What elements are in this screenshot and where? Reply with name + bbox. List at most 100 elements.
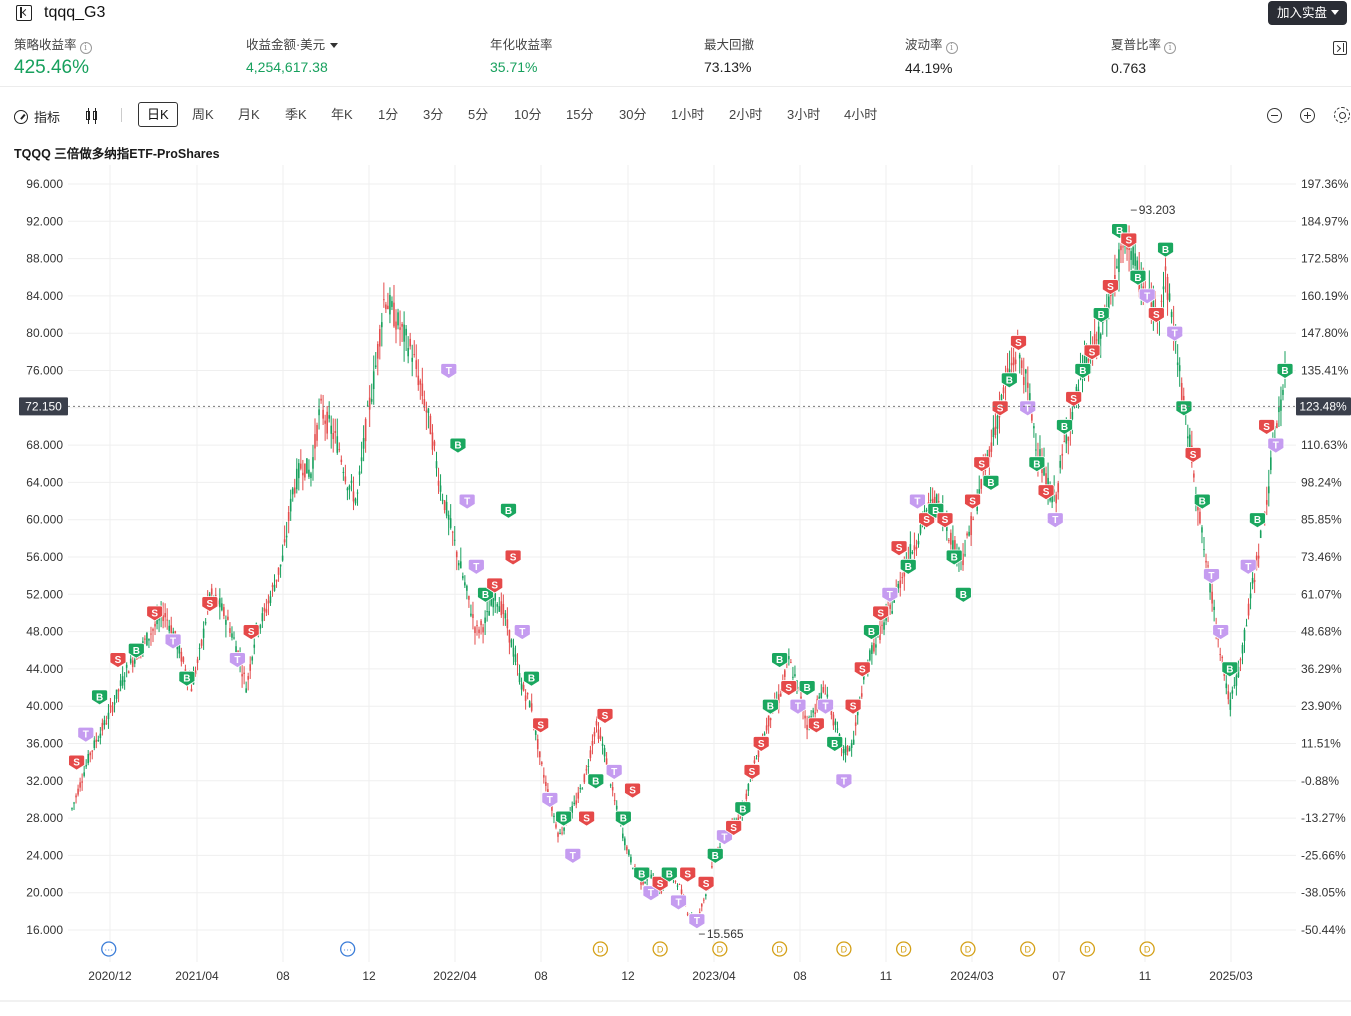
signal-marker-sell[interactable]: S <box>1037 484 1055 501</box>
signal-marker-sell[interactable]: S <box>242 624 260 641</box>
signal-marker-take[interactable]: T <box>458 493 476 510</box>
period-tab[interactable]: 2小时 <box>729 107 763 122</box>
signal-marker-sell[interactable]: S <box>743 764 761 780</box>
signal-marker-take[interactable]: T <box>835 773 853 790</box>
dividend-marker[interactable]: D <box>1139 941 1155 957</box>
signal-marker-take[interactable]: T <box>1239 558 1257 575</box>
signal-marker-sell[interactable]: S <box>697 875 715 892</box>
signal-marker-take[interactable]: T <box>77 726 95 743</box>
signal-marker-buy[interactable]: B <box>1129 269 1147 286</box>
signal-marker-sell[interactable]: S <box>1120 232 1138 249</box>
period-tab[interactable]: 日K <box>138 102 178 127</box>
dividend-marker[interactable]: D <box>771 941 788 957</box>
signal-marker-buy[interactable]: B <box>771 652 788 669</box>
signal-marker-take[interactable]: T <box>229 652 246 669</box>
signal-marker-sell[interactable]: S <box>1147 307 1165 324</box>
signal-marker-take[interactable]: T <box>605 764 623 780</box>
candlestick-icon[interactable] <box>85 108 99 124</box>
signal-marker-take[interactable]: T <box>670 894 687 911</box>
collapse-panel-icon[interactable] <box>1333 41 1347 55</box>
signal-marker-sell[interactable]: S <box>1184 447 1202 463</box>
period-tab[interactable]: 月K <box>238 107 260 122</box>
signal-marker-take[interactable]: T <box>1166 325 1184 342</box>
signal-marker-sell[interactable]: S <box>964 493 981 510</box>
signal-marker-buy[interactable]: B <box>1157 241 1174 258</box>
signal-marker-sell[interactable]: S <box>532 717 550 734</box>
signal-marker-take[interactable]: T <box>1267 437 1285 454</box>
signal-marker-buy[interactable]: B <box>555 810 573 827</box>
price-chart[interactable]: 96.000 197.36% 92.000 184.97% 88.000 172.58% 8… <box>0 165 1351 1016</box>
signal-marker-buy[interactable]: B <box>614 810 632 827</box>
zoom-out-icon[interactable] <box>1267 108 1282 123</box>
period-tab[interactable]: 4小时 <box>844 107 878 122</box>
signal-marker-buy[interactable]: B <box>127 642 145 659</box>
info-icon[interactable]: i <box>1164 42 1177 54</box>
signal-marker-sell[interactable]: S <box>872 605 890 622</box>
signal-marker-take[interactable]: T <box>541 792 559 808</box>
signal-marker-sell[interactable]: S <box>578 810 596 827</box>
signal-marker-buy[interactable]: B <box>660 866 678 883</box>
signal-marker-take[interactable]: T <box>909 493 926 510</box>
zoom-in-icon[interactable] <box>1300 108 1315 123</box>
settings-gear-icon[interactable] <box>1334 107 1350 123</box>
signal-marker-sell[interactable]: S <box>624 782 641 799</box>
dividend-marker[interactable]: D <box>960 941 976 957</box>
signal-marker-take[interactable]: T <box>1138 288 1156 305</box>
signal-marker-take[interactable]: T <box>467 558 485 575</box>
signal-marker-sell[interactable]: S <box>1102 279 1119 296</box>
signal-marker-buy[interactable]: B <box>500 502 517 519</box>
signal-marker-buy[interactable]: B <box>982 475 1000 491</box>
signal-marker-sell[interactable]: S <box>844 698 862 715</box>
signal-marker-sell[interactable]: S <box>1258 419 1276 435</box>
indicator-button[interactable]: 指标 <box>14 107 60 126</box>
period-tab[interactable]: 周K <box>192 107 214 122</box>
signal-marker-buy[interactable]: B <box>449 437 467 454</box>
signal-marker-buy[interactable]: B <box>1276 363 1294 379</box>
signal-marker-sell[interactable]: S <box>504 549 522 566</box>
signal-marker-sell[interactable]: S <box>146 605 164 622</box>
signal-marker-take[interactable]: T <box>1046 512 1064 529</box>
signal-marker-buy[interactable]: B <box>178 670 196 687</box>
signal-marker-take[interactable]: T <box>1019 400 1037 417</box>
info-icon[interactable]: i <box>79 42 92 54</box>
period-tab[interactable]: 1分 <box>378 107 399 122</box>
signal-marker-buy[interactable]: B <box>91 689 108 706</box>
signal-marker-buy[interactable]: B <box>761 698 779 715</box>
signal-marker-buy[interactable]: B <box>1074 363 1092 379</box>
signal-marker-take[interactable]: T <box>1212 624 1230 641</box>
signal-marker-sell[interactable]: S <box>752 736 770 752</box>
period-tab[interactable]: 3小时 <box>787 107 821 122</box>
period-tab[interactable]: 年K <box>331 107 353 122</box>
signal-marker-take[interactable]: T <box>881 586 899 603</box>
signal-marker-buy[interactable]: B <box>826 736 844 752</box>
signal-marker-buy[interactable]: B <box>1221 661 1239 678</box>
signal-marker-buy[interactable]: B <box>1092 307 1110 324</box>
signal-marker-sell[interactable]: S <box>991 400 1009 417</box>
signal-marker-sell[interactable]: S <box>807 717 825 734</box>
signal-marker-sell[interactable]: S <box>890 540 908 557</box>
signal-marker-buy[interactable]: B <box>1175 400 1193 417</box>
dividend-marker[interactable]: D <box>1020 941 1036 957</box>
signal-marker-take[interactable]: T <box>817 698 834 715</box>
signal-marker-buy[interactable]: B <box>1056 419 1073 435</box>
signal-marker-sell[interactable]: S <box>936 512 954 529</box>
signal-marker-buy[interactable]: B <box>633 866 651 883</box>
signal-marker-take[interactable]: T <box>564 848 582 864</box>
signal-marker-buy[interactable]: B <box>863 624 880 641</box>
dividend-marker[interactable]: D <box>712 941 728 957</box>
signal-marker-buy[interactable]: B <box>1249 512 1266 529</box>
signal-marker-take[interactable]: T <box>513 624 531 641</box>
add-live-button[interactable]: 加入实盘 <box>1267 1 1347 25</box>
signal-marker-buy[interactable]: B <box>945 549 963 566</box>
signal-marker-buy[interactable]: B <box>899 558 917 575</box>
signal-marker-sell[interactable]: S <box>1065 391 1083 407</box>
signal-marker-sell[interactable]: S <box>201 596 219 613</box>
dividend-marker[interactable]: D <box>895 941 912 957</box>
signal-marker-buy[interactable]: B <box>1193 493 1211 510</box>
period-tab[interactable]: 1小时 <box>671 107 705 122</box>
signal-marker-sell[interactable]: S <box>725 820 743 836</box>
signal-marker-take[interactable]: T <box>1203 568 1220 585</box>
signal-marker-buy[interactable]: B <box>523 670 540 687</box>
signal-marker-take[interactable]: T <box>164 633 182 650</box>
signal-marker-sell[interactable]: S <box>1010 335 1027 351</box>
